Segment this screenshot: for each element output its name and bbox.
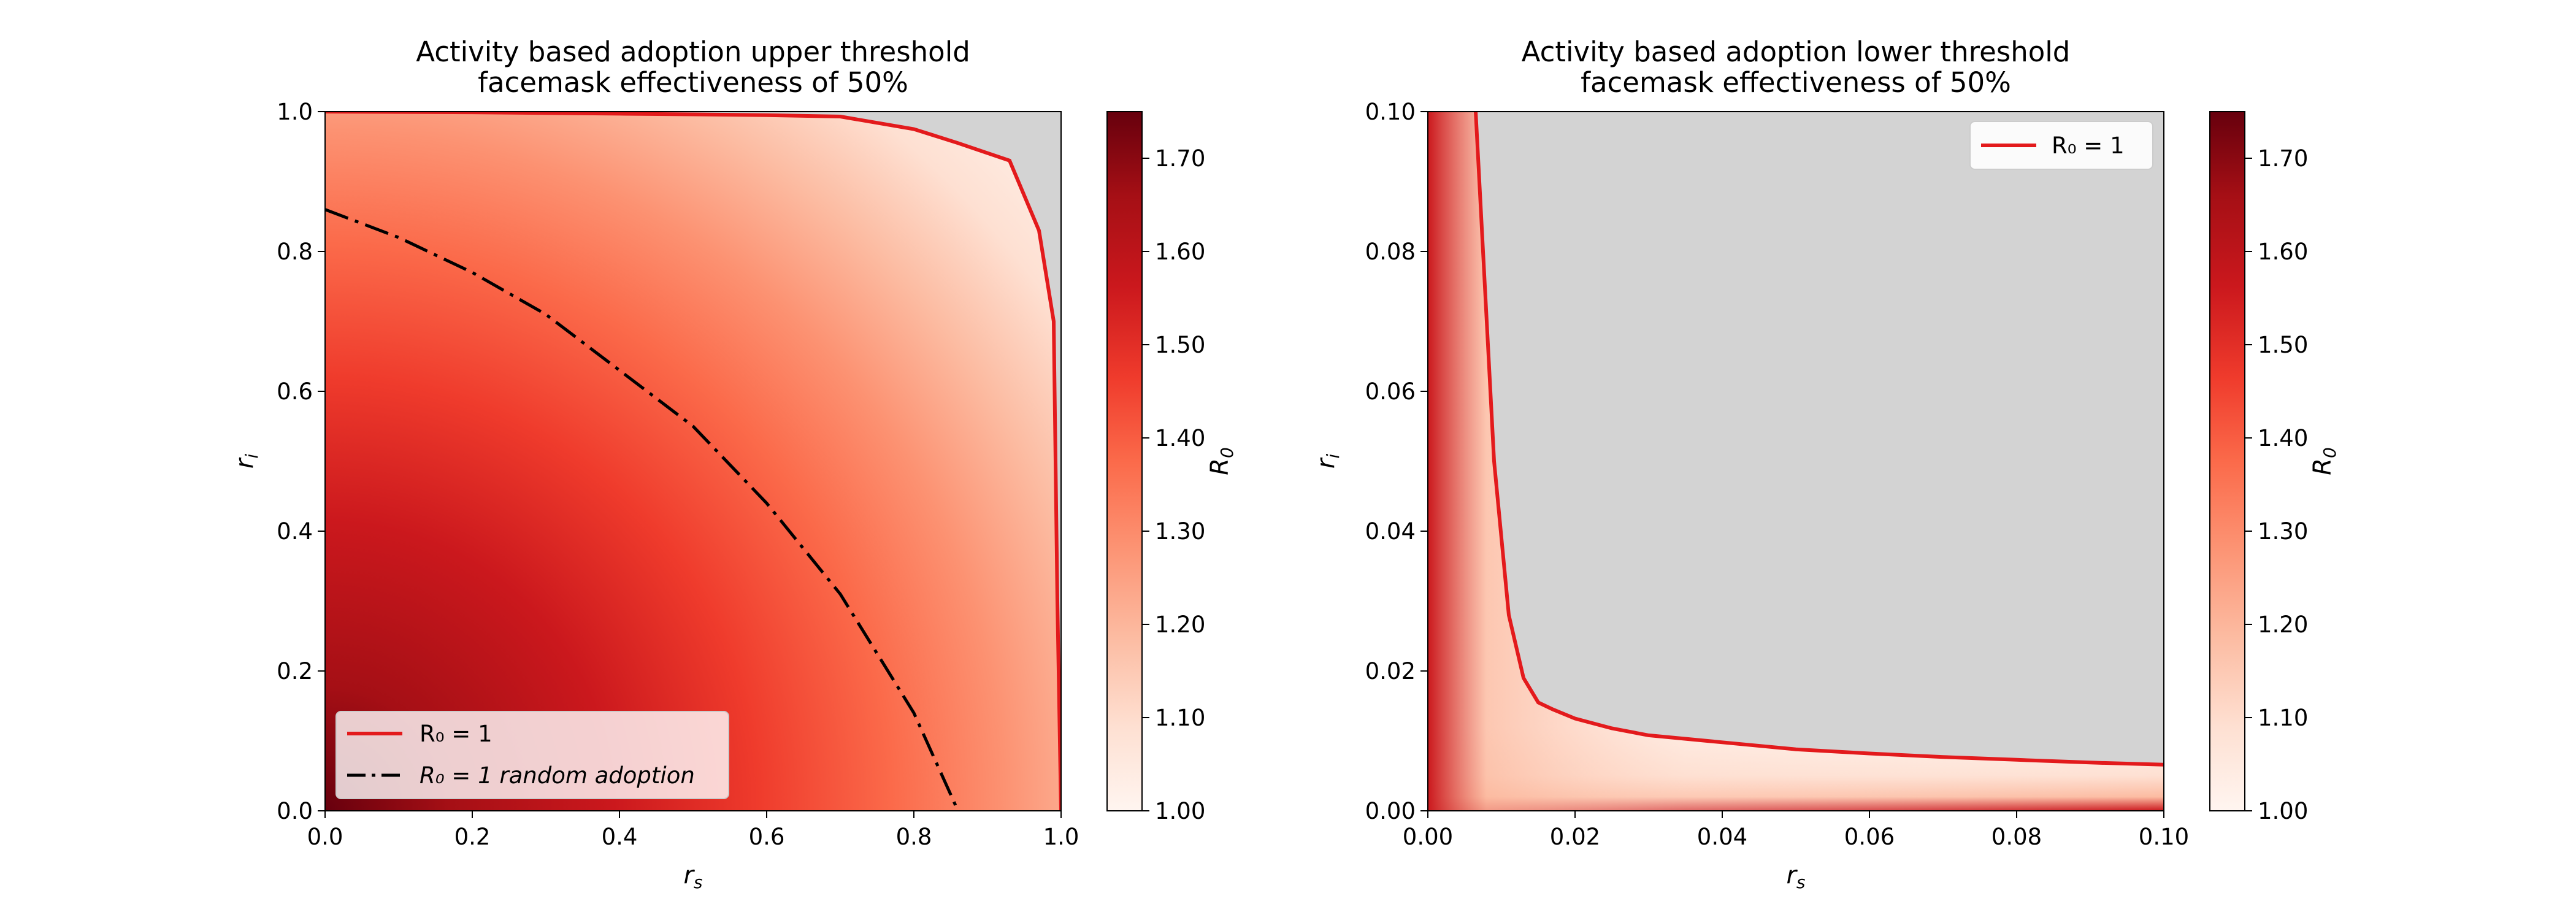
y-tick-label: 0.8 <box>277 239 313 265</box>
x-tick-label: 0.00 <box>1403 824 1453 850</box>
y-tick-label: 0.00 <box>1365 798 1416 824</box>
y-tick-label: 0.08 <box>1365 239 1416 265</box>
x-tick-label: 0.6 <box>749 824 785 850</box>
colorbar-gradient <box>2210 112 2245 811</box>
y-tick-label: 1.0 <box>277 99 313 125</box>
y-tick-label: 0.04 <box>1365 518 1416 545</box>
y-tick-label: 0.02 <box>1365 658 1416 684</box>
colorbar-tick-label: 1.20 <box>2258 611 2308 638</box>
x-tick-label: 0.06 <box>1844 824 1895 850</box>
chart-title-line2: facemask effectiveness of 50% <box>1581 66 2011 99</box>
chart-left: Activity based adoption upper threshold … <box>231 36 1237 892</box>
colorbar-tick-label: 1.40 <box>2258 425 2308 451</box>
colorbar-label: R0 <box>1206 447 1237 475</box>
colorbar-tick-label: 1.70 <box>1155 145 1205 172</box>
colorbar-tick-label: 1.60 <box>1155 239 1205 265</box>
chart-title-line2: facemask effectiveness of 50% <box>478 66 908 99</box>
colorbar-tick-label: 1.10 <box>1155 705 1205 731</box>
x-tick-label: 0.4 <box>602 824 638 850</box>
legend: R₀ = 1 <box>1970 121 2153 169</box>
colorbar-tick-label: 1.40 <box>1155 425 1205 451</box>
legend-label-threshold: R₀ = 1 <box>2052 132 2125 159</box>
y-tick-label: 0.06 <box>1365 378 1416 405</box>
legend-label-random: R₀ = 1 random adoption <box>420 762 695 789</box>
colorbar-tick-label: 1.60 <box>2258 239 2308 265</box>
colorbar: 1.00 1.10 1.20 1.30 1.40 1.50 1.60 1.70 R0 <box>2210 112 2340 824</box>
colorbar-tick-label: 1.10 <box>2258 705 2308 731</box>
colorbar-gradient <box>1107 112 1142 811</box>
x-tick-label: 0.08 <box>1991 824 2042 850</box>
x-tick-label: 1.0 <box>1043 824 1079 850</box>
y-tick-label: 0.0 <box>277 798 313 824</box>
chart-title-line1: Activity based adoption upper threshold <box>416 36 970 68</box>
x-tick-label: 0.8 <box>896 824 932 850</box>
colorbar-tick-label: 1.70 <box>2258 145 2308 172</box>
y-tick-label: 0.2 <box>277 658 313 684</box>
y-tick-label: 0.4 <box>277 518 313 545</box>
colorbar-ticks: 1.00 1.10 1.20 1.30 1.40 1.50 1.60 1.70 <box>1142 145 1205 824</box>
colorbar: 1.00 1.10 1.20 1.30 1.40 1.50 1.60 1.70 R0 <box>1107 112 1237 824</box>
heatmap-area <box>325 112 1061 811</box>
colorbar-tick-label: 1.50 <box>2258 332 2308 358</box>
heatmap-area <box>1428 112 2164 811</box>
x-axis-label: rs <box>683 861 702 892</box>
y-axis-label: ri <box>1312 454 1343 469</box>
x-tick-label: 0.04 <box>1697 824 1747 850</box>
colorbar-tick-label: 1.30 <box>2258 518 2308 545</box>
chart-right: Activity based adoption lower threshold … <box>1312 36 2340 892</box>
y-axis-label: ri <box>231 454 262 469</box>
y-tick-label: 0.10 <box>1365 99 1416 125</box>
colorbar-tick-label: 1.00 <box>1155 798 1205 824</box>
x-axis-label: rs <box>1786 861 1805 892</box>
colorbar-label: R0 <box>2309 447 2340 475</box>
x-tick-label: 0.10 <box>2139 824 2189 850</box>
y-tick-label: 0.6 <box>277 378 313 405</box>
colorbar-tick-label: 1.30 <box>1155 518 1205 545</box>
colorbar-ticks: 1.00 1.10 1.20 1.30 1.40 1.50 1.60 1.70 <box>2245 145 2308 824</box>
legend-label-threshold: R₀ = 1 <box>420 721 493 747</box>
legend: R₀ = 1 R₀ = 1 random adoption <box>336 711 729 799</box>
colorbar-tick-label: 1.00 <box>2258 798 2308 824</box>
x-tick-label: 0.0 <box>307 824 343 850</box>
chart-title-line1: Activity based adoption lower threshold <box>1522 36 2071 68</box>
x-tick-label: 0.02 <box>1550 824 1600 850</box>
colorbar-tick-label: 1.20 <box>1155 611 1205 638</box>
x-tick-label: 0.2 <box>454 824 491 850</box>
heatmap-fill <box>325 112 1061 811</box>
colorbar-tick-label: 1.50 <box>1155 332 1205 358</box>
